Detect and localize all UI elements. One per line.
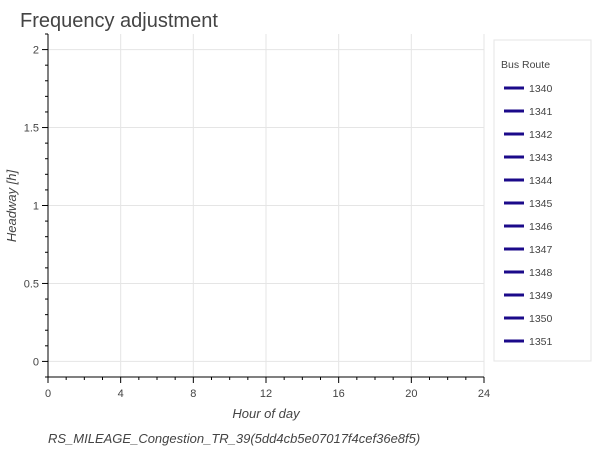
legend-label: 1346: [529, 221, 553, 233]
y-tick-label: 0: [33, 356, 39, 368]
legend: Bus Route 134013411342134313441345134613…: [493, 39, 592, 362]
legend-label: 1340: [529, 83, 553, 95]
x-tick-label: 12: [260, 388, 272, 400]
y-tick-label: 0.5: [24, 278, 39, 290]
x-tick-label: 20: [405, 388, 417, 400]
y-axis-label: Headway [h]: [4, 169, 19, 242]
x-tick-label: 8: [190, 388, 196, 400]
legend-label: 1350: [529, 313, 553, 325]
legend-items: 1340 1341 1342 1343 1344 1345 1346 1347 1348 1349…: [504, 83, 553, 348]
legend-label: 1342: [529, 129, 553, 141]
legend-label: 1343: [529, 152, 553, 164]
plot-area: 0 4 8 12 16 20 24 0 0.5 1 1.5 2: [24, 33, 490, 400]
y-tick-label: 2: [33, 45, 39, 57]
x-tick-label: 16: [333, 388, 345, 400]
legend-label: 1348: [529, 267, 553, 279]
legend-label: 1349: [529, 290, 553, 302]
legend-label: 1351: [529, 336, 553, 348]
chart-subtitle: RS_MILEAGE_Congestion_TR_39(5dd4cb5e0701…: [48, 431, 420, 446]
x-tick-label: 0: [45, 388, 51, 400]
y-tick-label: 1: [33, 201, 39, 213]
legend-title: Bus Route: [501, 59, 550, 71]
legend-label: 1347: [529, 244, 553, 256]
axes: 0 4 8 12 16 20 24 0 0.5 1 1.5 2: [24, 33, 490, 400]
chart-title: Frequency adjustment: [20, 10, 218, 32]
legend-label: 1345: [529, 198, 553, 210]
legend-label: 1344: [529, 175, 553, 187]
x-tick-label: 4: [118, 388, 124, 400]
legend-label: 1341: [529, 106, 553, 118]
grid: [47, 34, 485, 377]
x-axis-label: Hour of day: [232, 406, 301, 421]
x-tick-label: 24: [478, 388, 490, 400]
legend-box: [493, 39, 592, 362]
y-tick-label: 1.5: [24, 123, 39, 135]
